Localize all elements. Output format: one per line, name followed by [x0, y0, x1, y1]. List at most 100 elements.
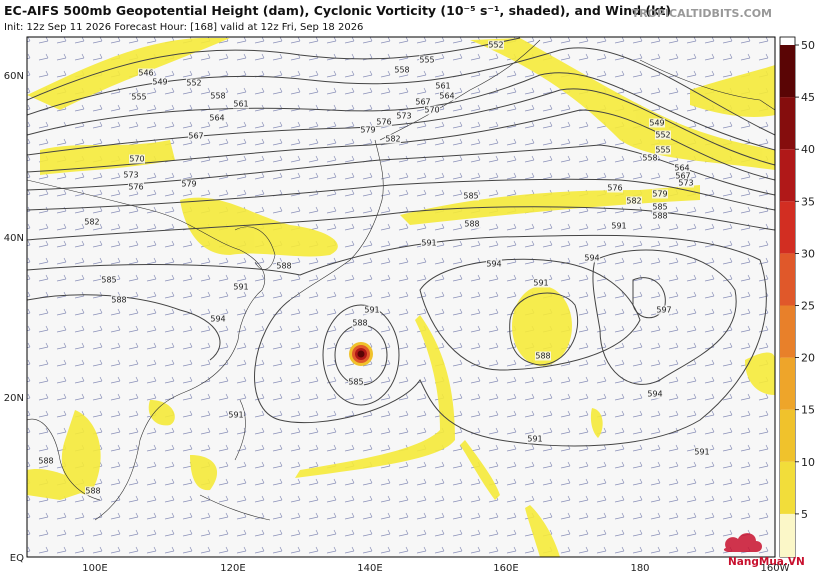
contour-label: 567	[188, 132, 203, 141]
contour-label-bg	[533, 278, 549, 288]
contour-label-bg	[352, 318, 368, 328]
contour-label-bg	[233, 282, 249, 292]
contour-label: 552	[488, 41, 503, 50]
contour-label-bg	[186, 78, 202, 88]
contour-label: 588	[276, 262, 291, 271]
contour-label: 588	[38, 457, 53, 466]
map-frame	[26, 36, 776, 558]
contour-label: 591	[533, 279, 548, 288]
typhoon-core	[349, 342, 373, 366]
contour-label-bg	[360, 125, 376, 135]
contour-label-bg	[210, 314, 226, 324]
contour-label: 567	[675, 172, 690, 181]
contour-label-bg	[38, 456, 54, 466]
contour-label-bg	[415, 97, 431, 107]
contour-label: 588	[535, 352, 550, 361]
contour-label-bg	[123, 170, 139, 180]
contour-label: 594	[647, 390, 662, 399]
contour-label: 555	[131, 93, 146, 102]
contour-label: 591	[421, 239, 436, 248]
lon-label: 180	[630, 563, 649, 573]
contour-label-bg	[626, 196, 642, 206]
contour-label: 576	[128, 183, 143, 192]
contour-label-bg	[694, 447, 710, 457]
credit: TROPICALTIDBITS.COM	[632, 7, 772, 20]
contour-label: 561	[233, 100, 248, 109]
contour-label: 585	[101, 276, 116, 285]
contour-label: 561	[435, 82, 450, 91]
colorbar-tick-label: 25	[801, 300, 815, 313]
colorbar-segment	[780, 409, 795, 462]
contour-label: 594	[210, 315, 225, 324]
contour-label-bg	[675, 171, 691, 181]
contour-label-bg	[607, 183, 623, 193]
contour-label: 567	[415, 98, 430, 107]
contour-label-bg	[385, 134, 401, 144]
contour-label: 579	[360, 126, 375, 135]
lat-label: 60N	[4, 71, 24, 82]
contour-label-bg	[463, 191, 479, 201]
contour-label: 582	[626, 197, 641, 206]
colorbar-segment	[780, 513, 795, 557]
contour-label-bg	[129, 154, 145, 164]
contour-label-bg	[188, 131, 204, 141]
contour-label: 558	[642, 154, 657, 163]
contour-label-bg	[396, 111, 412, 121]
contour-label-bg	[652, 189, 668, 199]
lat-label: EQ	[10, 553, 24, 564]
contour-label: 585	[348, 378, 363, 387]
contour-label-bg	[421, 238, 437, 248]
contour-label-bg	[152, 77, 168, 87]
contour-label: 591	[364, 306, 379, 315]
contour-label-bg	[424, 105, 440, 115]
contour-label: 585	[652, 203, 667, 212]
contour-label-bg	[584, 253, 600, 263]
contour-label: 552	[655, 131, 670, 140]
contour-label-bg	[85, 486, 101, 496]
contour-label: 582	[385, 135, 400, 144]
lon-label: 140E	[357, 563, 382, 573]
contour-label: 591	[527, 435, 542, 444]
colorbar-segment	[780, 201, 795, 254]
colorbar-tick-label: 10	[801, 456, 815, 469]
contour-label-bg	[652, 202, 668, 212]
colorbar-tick-label: 45	[801, 91, 815, 104]
colorbar-segment	[780, 253, 795, 306]
contour-label: 552	[186, 79, 201, 88]
contour-label: 597	[656, 306, 671, 315]
colorbar-tick-label: 5	[801, 508, 808, 521]
colorbar-tick-label: 20	[801, 352, 815, 365]
contour-label: 555	[655, 146, 670, 155]
colorbar-tick-label: 30	[801, 247, 815, 260]
contour-label: 564	[209, 114, 224, 123]
contour-label: 573	[678, 179, 693, 188]
coastlines	[27, 39, 775, 521]
contour-label: 576	[376, 118, 391, 127]
contour-label-bg	[486, 259, 502, 269]
contour-label-bg	[209, 113, 225, 123]
contour-label: 591	[611, 222, 626, 231]
contour-label: 564	[674, 164, 689, 173]
contour-label-bg	[210, 91, 226, 101]
contour-label: 588	[464, 220, 479, 229]
vorticity-shading	[27, 38, 775, 557]
contour-label: 591	[233, 283, 248, 292]
contour-label-bg	[376, 117, 392, 127]
colorbar-tick-label: 50	[801, 39, 815, 52]
contour-label-bg	[394, 65, 410, 75]
contour-label: 588	[85, 487, 100, 496]
contour-label-bg	[111, 295, 127, 305]
contour-label: 594	[584, 254, 599, 263]
contour-label-bg	[678, 178, 694, 188]
contour-label-bg	[138, 68, 154, 78]
contour-label: 573	[123, 171, 138, 180]
contour-label: 549	[152, 78, 167, 87]
contour-label: 558	[394, 66, 409, 75]
contour-label: 579	[652, 190, 667, 199]
colorbar-segment	[780, 305, 795, 358]
contour-label-bg	[649, 118, 665, 128]
colorbar-segment	[780, 97, 795, 150]
contour-label: 588	[352, 319, 367, 328]
